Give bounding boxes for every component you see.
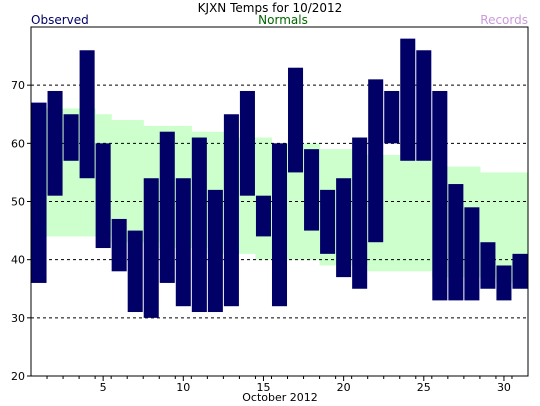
observed-bar-day-28 [464,207,480,301]
normals-band-day-23 [383,154,401,272]
observed-bar-day-21 [352,137,368,289]
observed-bar-day-20 [336,178,352,278]
observed-bar-day-22 [368,79,384,243]
observed-bar-day-15 [255,195,271,237]
x-tick-label-15: 15 [256,381,270,394]
observed-bar-day-7 [127,230,143,313]
normals-band-day-30 [495,172,513,283]
observed-bar-day-4 [79,50,95,179]
observed-bar-day-17 [288,67,304,173]
legend-records: Records [480,13,528,27]
y-tick-label-60: 60 [11,137,25,150]
x-tick-label-20: 20 [337,381,351,394]
y-tick-label-50: 50 [11,196,25,209]
observed-bar-day-18 [304,149,320,231]
observed-bar-day-11 [191,137,207,313]
chart-title: KJXN Temps for 10/2012 [198,1,343,15]
observed-bar-day-16 [271,143,288,307]
observed-bar-day-30 [496,265,512,301]
x-axis: 5 10 15 20 25 30 [46,376,513,394]
plot-area: 20 30 40 50 60 70 5 10 15 20 25 30 [11,26,529,394]
observed-bar-day-31 [512,253,528,289]
observed-bar-day-6 [111,218,127,272]
legend-observed: Observed [31,13,89,27]
normals-band-day-6 [111,120,128,243]
y-tick-label-70: 70 [11,79,25,92]
x-tick-label-5: 5 [100,381,107,394]
observed-bar-day-3 [63,114,79,161]
observed-bar-day-2 [47,90,63,196]
observed-bar-day-19 [320,189,336,254]
observed-bar-day-5 [95,143,111,249]
normals-band-day-24 [399,160,417,272]
observed-bar-day-25 [416,50,432,161]
observed-bar-day-26 [432,90,448,301]
y-tick-label-20: 20 [11,370,25,383]
observed-bar-day-1 [31,102,47,283]
x-tick-label-30: 30 [497,381,511,394]
x-tick-label-25: 25 [417,381,431,394]
observed-bar-day-23 [384,90,400,144]
x-tick-label-10: 10 [176,381,190,394]
legend-normals: Normals [258,13,308,27]
y-tick-label-30: 30 [11,312,25,325]
observed-bar-day-8 [143,178,159,318]
normals-band-day-25 [415,160,433,272]
y-tick-label-40: 40 [11,254,25,267]
observed-bar-day-10 [175,178,191,307]
normals-band-day-7 [127,120,144,243]
observed-bar-day-13 [223,114,239,307]
x-axis-label: October 2012 [242,391,318,404]
observed-bar-day-9 [159,131,175,283]
observed-bars [31,38,528,318]
observed-bar-day-24 [400,38,416,161]
observed-bar-day-27 [448,184,464,301]
y-axis: 20 30 40 50 60 70 [11,79,31,383]
observed-bar-day-14 [239,90,255,196]
observed-bar-day-12 [207,189,223,313]
observed-bar-day-29 [480,242,496,289]
